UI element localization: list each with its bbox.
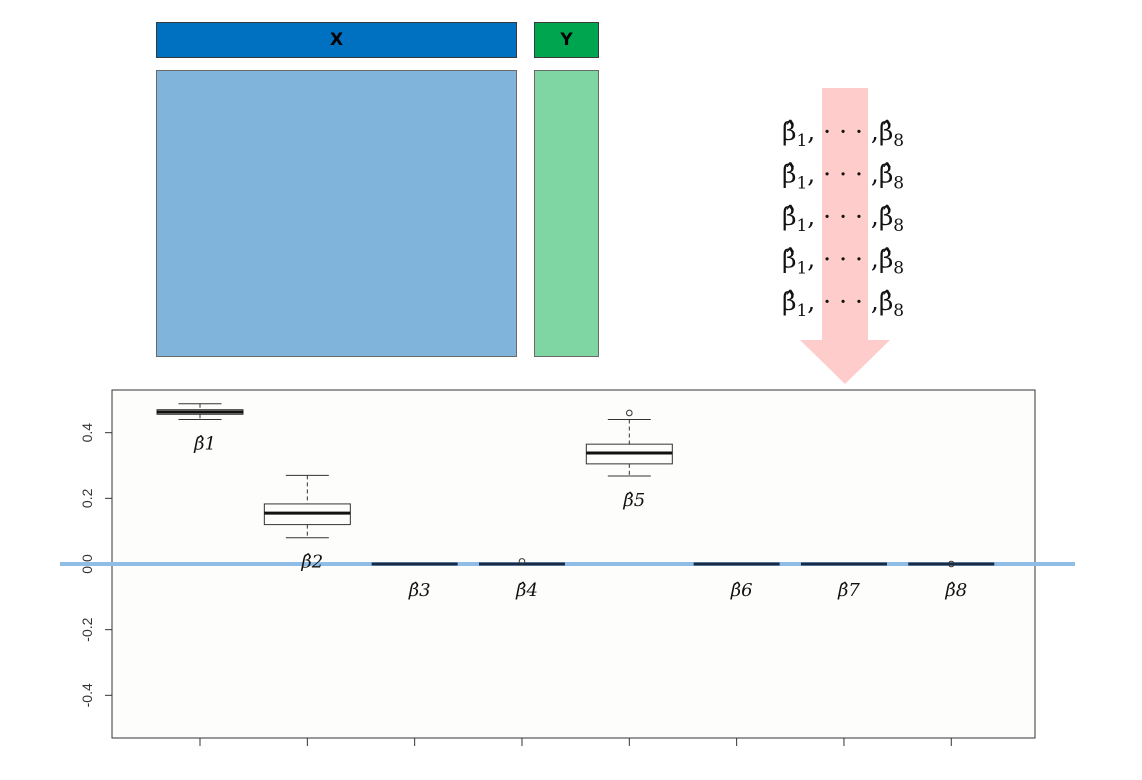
ellipsis: , · · · ,	[807, 287, 879, 316]
beta-symbol: β̂	[879, 117, 893, 146]
beta-symbol: β̂	[782, 245, 796, 274]
box-7: β̂7	[800, 562, 887, 746]
estimate-row: β̂1, · · · ,β̂8	[782, 245, 904, 279]
box-1: β̂1	[156, 403, 244, 746]
ellipsis: , · · · ,	[807, 160, 879, 189]
beta-symbol: β̂	[879, 245, 893, 274]
beta-symbol: β̂	[879, 160, 893, 189]
down-arrow	[800, 88, 890, 384]
box-6: β̂6	[693, 562, 780, 746]
beta-symbol: β̂	[782, 287, 796, 316]
subscript: 8	[893, 259, 904, 279]
estimate-row: β̂1, · · · ,β̂8	[782, 160, 904, 194]
beta-symbol: β̂	[879, 202, 893, 231]
beta-symbol: β̂	[782, 117, 796, 146]
subscript: 8	[893, 216, 904, 236]
box-label: β̂1	[193, 434, 216, 455]
x-header-label: X	[329, 30, 344, 50]
beta-symbol: β̂	[879, 287, 893, 316]
subscript: 8	[893, 301, 904, 321]
estimate-row: β̂1, · · · ,β̂8	[782, 287, 904, 321]
box-3: β̂3	[371, 562, 458, 746]
beta-symbol: β̂	[782, 202, 796, 231]
box-label: β̂7	[837, 580, 860, 601]
subscript: 8	[893, 174, 904, 194]
outlier-point	[518, 558, 526, 565]
outlier-point	[947, 560, 955, 568]
estimate-row: β̂1, · · · ,β̂8	[782, 117, 904, 151]
y-tick-label: 0.2	[79, 488, 95, 508]
x-matrix-header: X	[156, 22, 517, 58]
y-vector-header: Y	[534, 22, 599, 58]
outlier-point	[626, 409, 633, 417]
box-label: β̂5	[622, 490, 645, 511]
box-label: β̂4	[515, 580, 538, 601]
box-2: β̂2	[263, 474, 351, 746]
beta-symbol: β̂	[782, 160, 796, 189]
subscript: 1	[796, 259, 807, 279]
box-label: β̂8	[944, 580, 967, 601]
y-tick-label: -0.2	[79, 617, 95, 641]
box-8: β̂8	[908, 560, 995, 746]
y-header-label: Y	[560, 30, 573, 50]
y-tick-label: 0.4	[79, 423, 95, 443]
box-label: β̂2	[300, 552, 323, 573]
box-label: β̂6	[730, 580, 753, 601]
box-5: β̂5	[585, 409, 673, 746]
y-tick-label: -0.4	[79, 683, 95, 707]
subscript: 1	[796, 301, 807, 321]
subscript: 1	[796, 216, 807, 236]
ellipsis: , · · · ,	[807, 117, 879, 146]
subscript: 1	[796, 174, 807, 194]
ellipsis: , · · · ,	[807, 202, 879, 231]
box-4: β̂4	[478, 558, 565, 746]
subscript: 8	[893, 131, 904, 151]
ellipsis: , · · · ,	[807, 245, 879, 274]
subscript: 1	[796, 131, 807, 151]
box-label: β̂3	[408, 580, 431, 601]
y-vector-block	[534, 70, 599, 357]
estimate-row: β̂1, · · · ,β̂8	[782, 202, 904, 236]
x-matrix-block	[156, 70, 517, 357]
